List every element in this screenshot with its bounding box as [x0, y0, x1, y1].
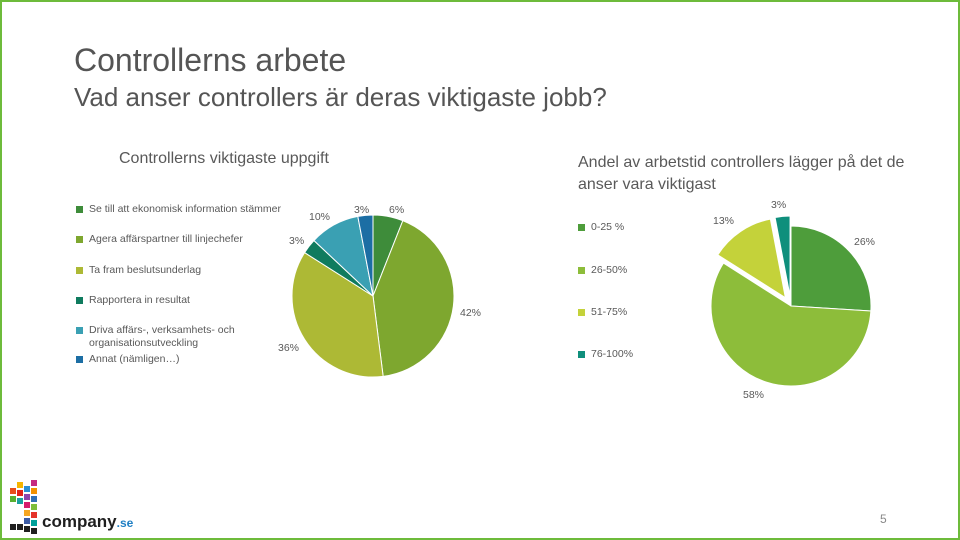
chart2-legend-item: 26-50% [578, 264, 627, 277]
company-logo [8, 478, 148, 536]
legend-label: 26-50% [591, 264, 628, 276]
legend-label: Agera affärspartner till linjechefer [89, 233, 243, 245]
legend-swatch [578, 267, 585, 274]
pie-slice [774, 215, 791, 297]
chart2-legend-item: 51-75% [578, 306, 627, 319]
legend-swatch [76, 236, 83, 243]
logo-main-text: company [42, 512, 117, 531]
logo-text: company.se [42, 512, 133, 532]
data-label: 3% [289, 235, 304, 247]
pie-chart-tasks: 6% 42% 36% 3% 10% 3% [278, 204, 481, 378]
pie-slice [357, 214, 374, 297]
legend-swatch [578, 309, 585, 316]
legend-swatch [578, 351, 585, 358]
chart1-legend-item: Agera affärspartner till linjechefer [76, 233, 286, 246]
pie-slice [291, 251, 384, 378]
legend-swatch [76, 267, 83, 274]
slide-subtitle: Vad anser controllers är deras viktigast… [74, 82, 607, 112]
logo-suffix-text: .se [116, 516, 134, 530]
chart1-title: Controllerns viktigaste uppgift [119, 150, 329, 167]
legend-label: 51-75% [591, 306, 628, 318]
slide-title: Controllerns arbete [74, 42, 347, 78]
data-label: 3% [354, 204, 369, 216]
data-label: 10% [309, 211, 330, 223]
data-label: 58% [743, 389, 764, 401]
legend-label: 0-25 % [591, 221, 625, 233]
data-label: 6% [389, 204, 404, 216]
pie-slice [717, 218, 787, 299]
chart1-legend-item: Rapportera in resultat [76, 294, 286, 307]
data-label: 42% [460, 307, 481, 319]
chart1-legend-item: Annat (nämligen…) [76, 353, 286, 366]
pie-chart-worktime: 26% 58% 13% 3% [710, 199, 875, 401]
chart1-legend-item: Driva affärs-, verksamhets- och organisa… [76, 324, 246, 350]
page-number: 5 [880, 512, 887, 526]
legend-label: Ta fram beslutsunderlag [89, 264, 202, 276]
pie-slice [710, 262, 872, 387]
legend-label: 76-100% [591, 348, 634, 360]
legend-swatch [76, 206, 83, 213]
legend-swatch [76, 327, 83, 334]
chart2-title: Andel av arbetstid controllers lägger på… [578, 154, 905, 193]
pie-slice [372, 220, 455, 377]
legend-label: Rapportera in resultat [89, 294, 190, 306]
data-label: 13% [713, 215, 734, 227]
legend-label: Driva affärs-, verksamhets- och organisa… [89, 324, 235, 349]
chart1-legend-item: Ta fram beslutsunderlag [76, 264, 286, 277]
legend-swatch [578, 224, 585, 231]
data-label: 36% [278, 342, 299, 354]
chart2-legend-item: 76-100% [578, 348, 633, 361]
chart1-legend-item: Se till att ekonomisk information stämme… [76, 203, 286, 216]
legend-label: Se till att ekonomisk information stämme… [89, 203, 281, 215]
legend-swatch [76, 297, 83, 304]
logo-mosaic-icon [10, 480, 37, 534]
legend-label: Annat (nämligen…) [89, 353, 180, 365]
data-label: 3% [771, 199, 786, 211]
pie-slice [790, 225, 872, 312]
data-label: 26% [854, 236, 875, 248]
legend-swatch [76, 356, 83, 363]
chart2-legend-item: 0-25 % [578, 221, 624, 234]
